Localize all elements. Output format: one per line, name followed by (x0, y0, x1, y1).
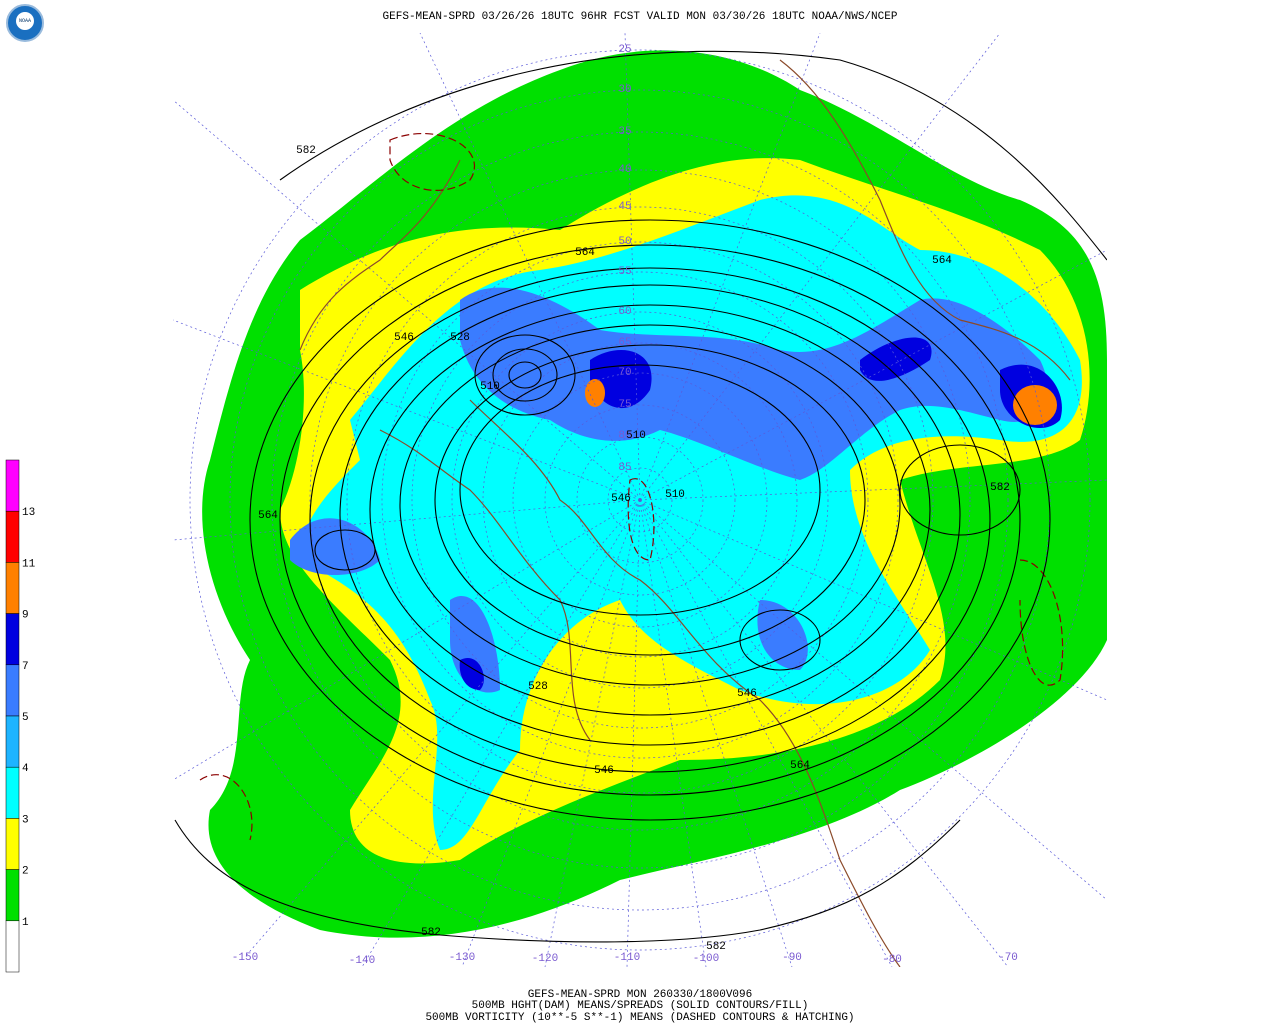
contour-label: 510 (626, 430, 646, 442)
contour-label: 510 (665, 489, 685, 501)
longitude-label: -150 (232, 952, 258, 964)
footer-line: 500MB HGHT(DAM) MEANS/SPREADS (SOLID CON… (472, 1000, 809, 1012)
colorbar-swatch (5, 664, 20, 717)
contour-label: 510 (480, 381, 500, 393)
colorbar-swatch (5, 766, 20, 819)
footer-line: GEFS-MEAN-SPRD MON 260330/1800V096 (528, 989, 752, 1001)
contour-label: 564 (575, 247, 595, 259)
chart-title: GEFS-MEAN-SPRD 03/26/26 18UTC 96HR FCST … (383, 11, 898, 23)
longitude-label: -130 (449, 952, 475, 964)
colorbar: 13 11 9 7 5 4 3 2 1 (5, 459, 36, 973)
contour-label: 528 (450, 332, 470, 344)
longitude-label: -90 (782, 952, 802, 964)
colorbar-label: 5 (22, 712, 29, 724)
contour-labels: 582 564 564 546 528 510 546 510 564 582 528 546 564 5… (258, 145, 1010, 953)
contour-label: 582 (706, 941, 726, 953)
colorbar-label: 4 (22, 763, 29, 775)
latitude-label: 65 (618, 337, 631, 349)
longitude-labels: -150 -140 -130 -120 -110 -100 -90 -80 -70 (232, 952, 1018, 967)
latitude-label: 60 (618, 306, 631, 318)
contour-label: 564 (932, 255, 952, 267)
longitude-label: -70 (998, 952, 1018, 964)
colorbar-label: 9 (22, 610, 29, 622)
height-contours (174, 50, 1107, 943)
fill-darkblue (459, 337, 1062, 690)
colorbar-label: 1 (22, 917, 29, 929)
contour-label: 582 (421, 927, 441, 939)
contour-label: 546 (594, 765, 614, 777)
latitude-label: 70 (618, 367, 631, 379)
latitude-label: 45 (618, 201, 631, 213)
footer-line: 500MB VORTICITY (10**-5 S**-1) MEANS (DA… (425, 1012, 854, 1024)
colorbar-label: 3 (22, 814, 29, 826)
logo: NOAA (6, 4, 44, 42)
latitude-label: 25 (618, 44, 631, 56)
contour-label: 546 (611, 493, 631, 505)
latitude-label: 35 (618, 126, 631, 138)
latitude-label: 40 (618, 164, 631, 176)
contour-label: 582 (296, 145, 316, 157)
fill-orange (1013, 385, 1057, 425)
fill-blue (290, 287, 1048, 693)
latitude-labels: 25 30 35 40 45 50 55 60 65 70 75 80 85 (618, 44, 631, 474)
colorbar-swatch (5, 818, 20, 870)
colorbar-label: 7 (22, 661, 29, 673)
colorbar-swatch (5, 869, 20, 922)
latitude-label: 55 (618, 266, 631, 278)
colorbar-label: 13 (22, 507, 35, 519)
contour-label: 564 (258, 510, 278, 522)
latitude-label: 75 (618, 399, 631, 411)
latitude-label: 85 (618, 462, 631, 474)
colorbar-label: 2 (22, 866, 29, 878)
contour-label: 546 (394, 332, 414, 344)
longitude-label: -110 (614, 952, 640, 964)
graticule (173, 33, 1107, 967)
contour-label: 546 (737, 688, 757, 700)
logo-text: NOAA (19, 18, 31, 24)
latitude-label: 80 (618, 430, 631, 442)
latitude-label: 50 (618, 236, 631, 248)
latitude-label: 30 (618, 84, 631, 96)
contour-label: 564 (790, 760, 810, 772)
contour-label: 582 (990, 482, 1010, 494)
fill-orange (585, 379, 605, 407)
longitude-label: -80 (882, 954, 902, 966)
colorbar-swatch (5, 459, 20, 512)
colorbar-swatch (5, 715, 20, 768)
colorbar-swatch (5, 613, 20, 666)
longitude-label: -120 (532, 953, 558, 965)
colorbar-label: 11 (22, 558, 36, 570)
longitude-label: -100 (693, 953, 719, 965)
colorbar-swatch (5, 920, 20, 973)
longitude-label: -140 (349, 955, 375, 967)
colorbar-swatch (5, 510, 20, 563)
contour-label: 528 (528, 681, 548, 693)
colorbar-swatch (5, 562, 20, 614)
